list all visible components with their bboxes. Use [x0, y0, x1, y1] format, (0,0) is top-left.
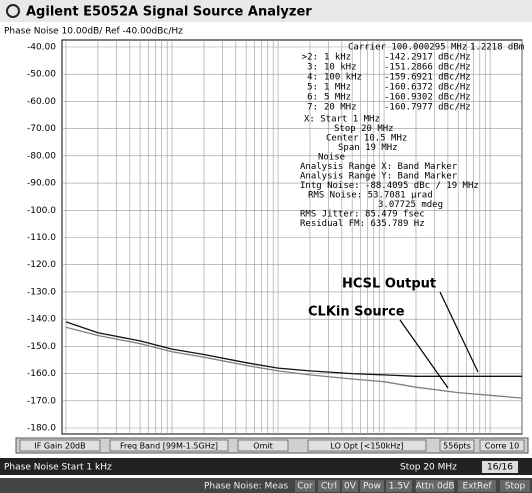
y-tick-label: -140.0 — [27, 315, 56, 325]
carrier: Carrier 100.000295 MHz — [348, 43, 467, 53]
softkey-label: LO Opt [<150kHz] — [330, 442, 403, 451]
softkey — [439, 439, 475, 452]
marker-id: 5: — [307, 83, 318, 93]
readout-line: Analysis Range X: Band Marker — [300, 162, 458, 172]
marker-value: -160.7977 dBc/Hz — [384, 103, 471, 113]
marker-freq: 1 MHz — [324, 83, 351, 93]
power: 1.2218 dBm — [470, 43, 524, 53]
y-tick-label: -70.00 — [27, 124, 56, 134]
softkey-label: IF Gain 20dB — [34, 442, 85, 451]
arrow — [399, 319, 449, 389]
softkey-label: Freq Band [99M-1.5GHz] — [120, 442, 218, 451]
indicator-label: Phase Noise: Meas — [204, 482, 288, 492]
indicator-label: Pow — [363, 482, 381, 492]
y-tick-label: -60.00 — [27, 97, 56, 107]
readout-line: 3.07725 mdeg — [378, 200, 443, 210]
trace — [65, 321, 522, 377]
window-title: Agilent E5052A Signal Source Analyzer — [26, 5, 312, 20]
status-left: Phase Noise Start 1 kHz — [4, 463, 112, 473]
indicator — [416, 480, 454, 492]
readout-line: Center 10.5 MHz — [326, 134, 407, 144]
indicator-label: 0V — [344, 482, 357, 492]
softkey — [19, 439, 101, 452]
readout-line: Residual FM: 635.789 Hz — [300, 219, 425, 229]
readout-line: Noise — [318, 153, 345, 163]
annotation: CLKin Source — [308, 305, 405, 320]
y-tick-label: -100.0 — [27, 206, 56, 216]
softkey-label: Corre 10 — [485, 442, 519, 451]
indicator — [458, 480, 496, 492]
indicator-label: Stop — [505, 482, 526, 492]
status-count: 16/16 — [487, 463, 513, 473]
trace-header: Phase Noise 10.00dB/ Ref -40.00dBc/Hz — [4, 27, 183, 37]
readout-line: Span 19 MHz — [338, 143, 398, 153]
count-box — [482, 461, 518, 473]
trace — [65, 326, 523, 399]
marker-freq: 1 kHz — [324, 53, 351, 63]
readout-line: Analysis Range Y: Band Marker — [300, 172, 458, 182]
plot-frame — [61, 39, 523, 435]
readout-line: RMS Jitter: 85.479 fsec — [300, 210, 425, 220]
y-tick-label: -130.0 — [27, 287, 56, 297]
indicator-label: 1.5V — [389, 482, 410, 492]
readout-line: Intg Noise: -88.4095 dBc / 19 MHz — [300, 181, 479, 191]
marker-freq: 20 MHz — [324, 103, 357, 113]
y-tick-label: -120.0 — [27, 260, 56, 270]
softkey-label: 556pts — [443, 442, 471, 451]
indicator-label: Cor — [297, 482, 313, 492]
indicator — [386, 480, 412, 492]
y-tick-label: -180.0 — [27, 424, 56, 434]
marker-id: 7: — [307, 103, 318, 113]
indicator — [360, 480, 384, 492]
status-bar — [0, 458, 532, 475]
y-tick-label: -160.0 — [27, 369, 56, 379]
arrow — [439, 291, 479, 373]
marker-id: >2: — [302, 53, 318, 63]
indicator-label: Attn 0dB — [415, 482, 454, 492]
softkey — [109, 439, 229, 452]
title-bar — [0, 0, 532, 22]
marker-id: 6: — [307, 93, 318, 103]
marker-value: -160.6372 dBc/Hz — [384, 83, 471, 93]
indicator-label: Ctrl — [321, 482, 337, 492]
marker-id: 4: — [307, 73, 318, 83]
y-tick-label: -90.00 — [27, 179, 56, 189]
status-stop: Stop 20 MHz — [400, 463, 457, 473]
y-tick-label: -40.00 — [27, 43, 56, 53]
indicator — [295, 480, 315, 492]
y-tick-label: -80.00 — [27, 151, 56, 161]
readout-line: RMS Noise: 53.7081 µrad — [308, 191, 433, 201]
marker-freq: 5 MHz — [324, 93, 351, 103]
annotation: HCSL Output — [342, 277, 436, 292]
app-icon — [6, 4, 20, 18]
indicator — [500, 480, 530, 492]
marker-freq: 10 kHz — [324, 63, 357, 73]
indicator — [318, 480, 340, 492]
readout-line: Stop 20 MHz — [334, 124, 394, 134]
y-tick-label: -150.0 — [27, 342, 56, 352]
marker-value: -159.6921 dBc/Hz — [384, 73, 471, 83]
marker-value: -142.2917 dBc/Hz — [384, 53, 471, 63]
softkey — [307, 439, 427, 452]
marker-value: -151.2866 dBc/Hz — [384, 63, 471, 73]
indicator — [342, 480, 358, 492]
y-tick-label: -50.00 — [27, 70, 56, 80]
softkey-label: Omit — [253, 442, 272, 451]
y-tick-label: -110.0 — [27, 233, 56, 243]
marker-id: 3: — [307, 63, 318, 73]
softkey — [479, 439, 525, 452]
marker-freq: 100 kHz — [324, 73, 362, 83]
indicator-label: ExtRef — [462, 482, 492, 492]
y-tick-label: -170.0 — [27, 396, 56, 406]
marker-value: -160.9302 dBc/Hz — [384, 93, 471, 103]
softkey — [237, 439, 289, 452]
readout-line: X: Start 1 MHz — [304, 115, 380, 125]
